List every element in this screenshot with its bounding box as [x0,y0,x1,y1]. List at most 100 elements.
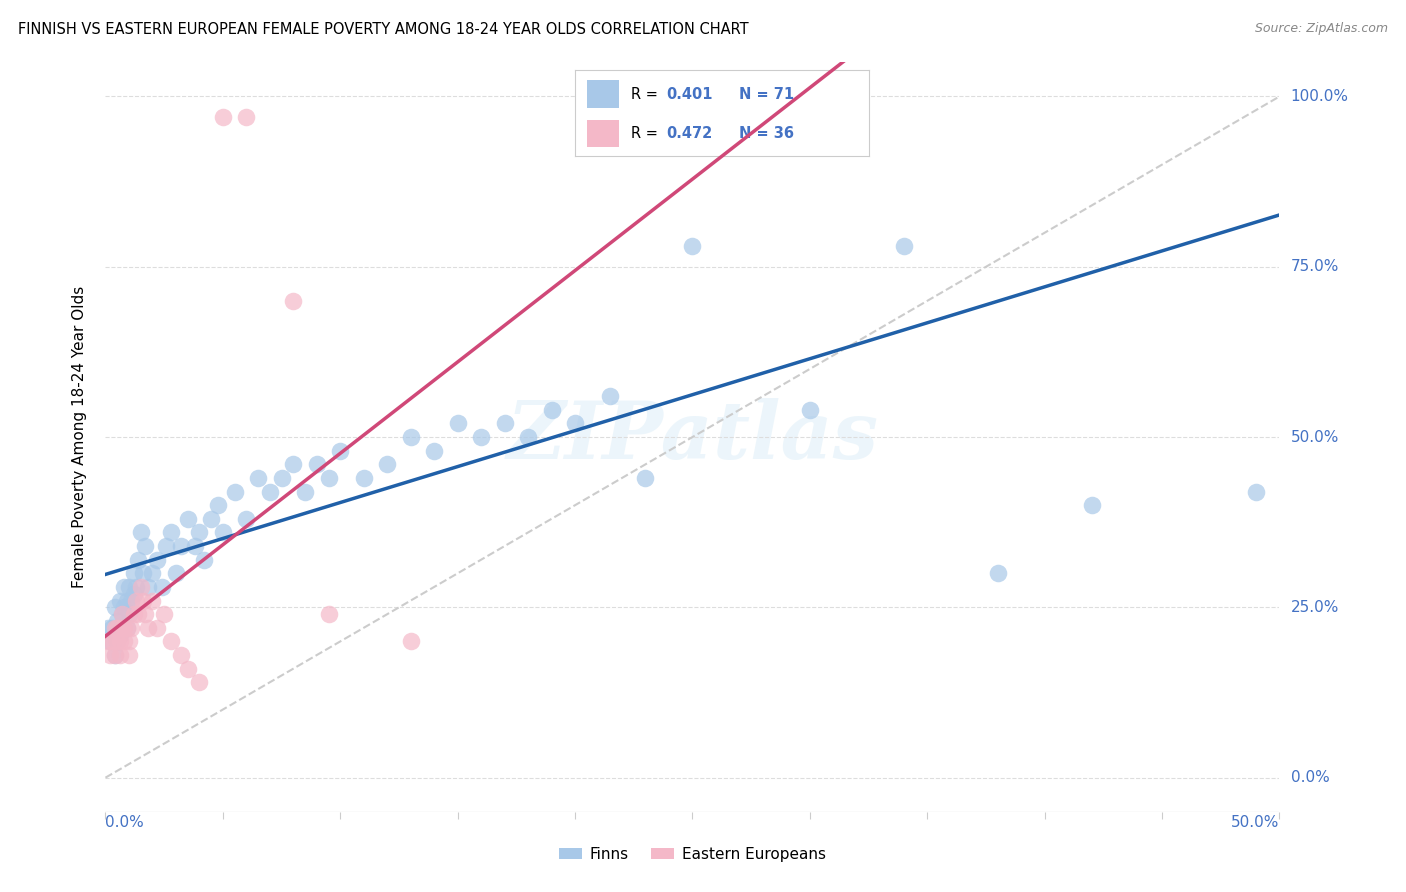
Point [305,458,328,472]
Point [799,402,821,417]
Point [283,293,305,308]
Text: 0.0%: 0.0% [1291,770,1329,785]
Point [118,607,141,622]
Point [160,634,183,648]
Point [399,634,422,648]
Text: 50.0%: 50.0% [1232,815,1279,830]
Point [211,110,233,124]
Point [125,580,148,594]
Point [294,484,316,499]
Point [136,580,159,594]
Point [717,89,740,103]
Point [375,458,398,472]
Point [188,525,211,540]
Point [112,621,135,635]
Point [987,566,1010,581]
Point [134,539,156,553]
Text: 0.0%: 0.0% [105,815,145,830]
Point [108,627,131,641]
Point [599,389,621,403]
Point [115,621,138,635]
Point [235,512,257,526]
Point [146,552,169,566]
Point [318,607,340,622]
Text: Source: ZipAtlas.com: Source: ZipAtlas.com [1254,22,1388,36]
Point [318,471,340,485]
Point [105,634,128,648]
Point [169,539,191,553]
Point [183,539,205,553]
Point [115,621,138,635]
Legend: Finns, Eastern Europeans: Finns, Eastern Europeans [553,840,832,868]
Text: FINNISH VS EASTERN EUROPEAN FEMALE POVERTY AMONG 18-24 YEAR OLDS CORRELATION CHA: FINNISH VS EASTERN EUROPEAN FEMALE POVER… [18,22,749,37]
Point [105,621,128,635]
Point [111,607,134,622]
Point [176,662,198,676]
Point [704,89,727,103]
Point [193,552,215,566]
Point [104,600,127,615]
Point [104,621,127,635]
Point [120,621,142,635]
Point [97,634,120,648]
Point [150,580,173,594]
Point [108,634,131,648]
Y-axis label: Female Poverty Among 18-24 Year Olds: Female Poverty Among 18-24 Year Olds [72,286,87,588]
Point [118,648,141,662]
Point [494,417,516,431]
Point [224,484,246,499]
Point [127,552,149,566]
Point [893,239,915,253]
Point [160,525,183,540]
Point [752,89,775,103]
Point [634,471,657,485]
Point [104,648,127,662]
Point [200,512,222,526]
Point [108,648,131,662]
Point [111,607,134,622]
Point [283,458,305,472]
Point [118,634,141,648]
Point [1244,484,1267,499]
Point [97,621,120,635]
Text: ZIPatlas: ZIPatlas [506,399,879,475]
Point [111,621,134,635]
Point [120,593,142,607]
Point [329,443,352,458]
Point [141,566,163,581]
Point [470,430,492,444]
Point [165,566,187,581]
Point [540,402,562,417]
Point [153,607,176,622]
Point [176,512,198,526]
Point [270,471,292,485]
Point [112,580,135,594]
Text: 100.0%: 100.0% [1291,89,1348,104]
Point [122,607,145,622]
Point [681,239,703,253]
Point [112,634,135,648]
Text: 50.0%: 50.0% [1291,430,1339,444]
Point [132,593,155,607]
Point [259,484,281,499]
Point [115,593,138,607]
Point [141,593,163,607]
Point [146,621,169,635]
Point [118,580,141,594]
Point [134,607,156,622]
Point [155,539,177,553]
Point [353,471,375,485]
Point [564,417,586,431]
Point [127,607,149,622]
Point [122,566,145,581]
Point [132,566,155,581]
Point [129,580,152,594]
Point [207,498,229,512]
Point [1080,498,1102,512]
Point [98,634,121,648]
Point [112,600,135,615]
Point [423,443,446,458]
Point [104,648,127,662]
Point [399,430,422,444]
Text: 25.0%: 25.0% [1291,600,1339,615]
